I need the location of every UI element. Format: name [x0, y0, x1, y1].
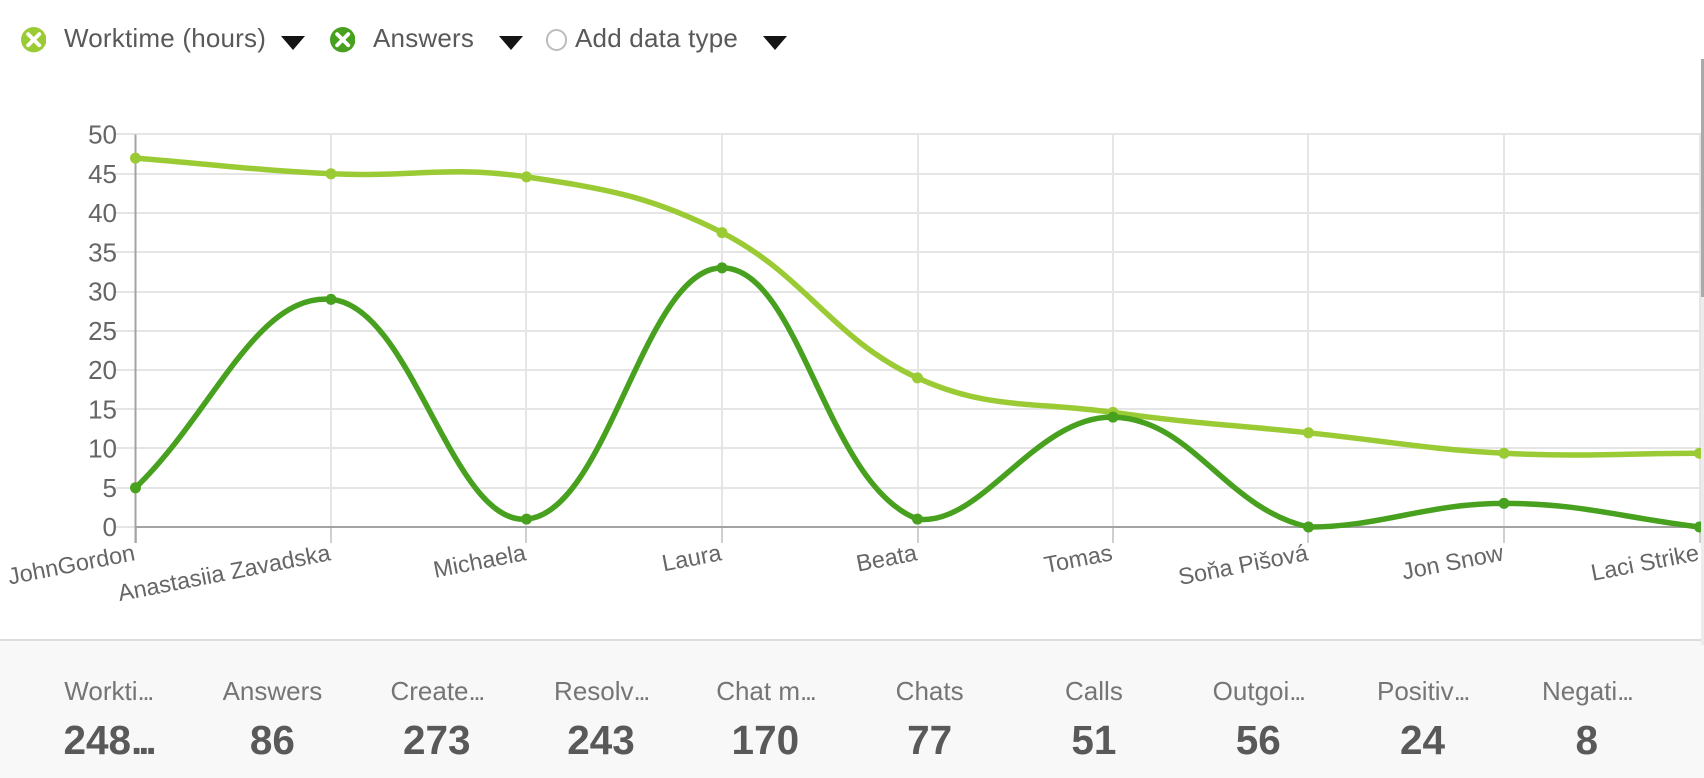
svg-text:Jon Snow: Jon Snow — [1400, 539, 1506, 584]
svg-text:Laci Strike: Laci Strike — [1589, 539, 1701, 585]
svg-text:10: 10 — [88, 434, 117, 464]
svg-text:15: 15 — [88, 394, 117, 424]
svg-text:35: 35 — [88, 237, 117, 267]
svg-text:40: 40 — [88, 198, 117, 228]
svg-text:Laura: Laura — [660, 539, 725, 576]
svg-text:5: 5 — [103, 473, 117, 503]
svg-text:Anastasiia Zavadska: Anastasiia Zavadska — [116, 539, 334, 606]
svg-text:Beata: Beata — [854, 539, 920, 576]
svg-text:0: 0 — [103, 512, 117, 542]
svg-text:20: 20 — [88, 355, 117, 385]
svg-text:Soňa Pišová: Soňa Pišová — [1176, 539, 1311, 590]
svg-text:30: 30 — [88, 277, 117, 307]
svg-text:45: 45 — [88, 159, 117, 189]
svg-text:Michaela: Michaela — [431, 539, 529, 583]
svg-text:50: 50 — [88, 120, 117, 150]
svg-text:Tomas: Tomas — [1042, 539, 1115, 578]
svg-text:25: 25 — [88, 316, 117, 346]
